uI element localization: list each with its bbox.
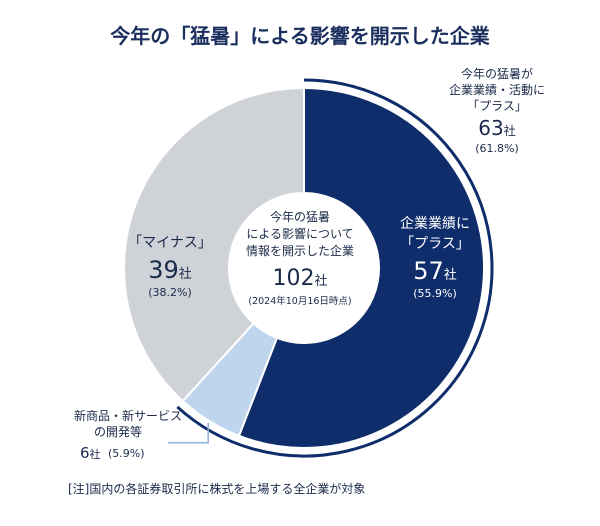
plus-label-line1: 企業業績に [400, 215, 470, 232]
center-count: 102社 [272, 266, 327, 291]
slice-plus [237, 86, 485, 449]
new-products-leader-line [168, 422, 209, 444]
footnote: [注]国内の各証券取引所に株式を上場する全企業が対象 [68, 482, 366, 496]
new-value: 6社 [80, 444, 101, 462]
chart-title: 今年の「猛暑」による影響を開示した企業 [110, 24, 490, 48]
plus-total-arc [176, 78, 494, 458]
slice-minus [123, 86, 305, 403]
center-text-line1: 今年の猛暑 [270, 209, 330, 224]
new-value-unit: 社 [90, 447, 101, 461]
callout-line1: 今年の猛暑が [461, 66, 533, 81]
callout-value: 63社 [478, 116, 515, 140]
center-text-line2: による影響について [246, 226, 353, 241]
center-count-unit: 社 [314, 273, 327, 289]
new-percent: (5.9%) [108, 447, 145, 460]
plus-value-unit: 社 [444, 267, 457, 283]
callout-line2: 企業業績・活動に [449, 82, 545, 97]
callout-value-number: 63 [478, 116, 503, 140]
new-label-line2: の開発等 [94, 425, 142, 439]
new-label-line1: 新商品・新サービス [74, 408, 182, 423]
donut-slices [123, 86, 485, 449]
minus-label: 「マイナス」 [128, 235, 212, 251]
center-date: (2024年10月16日時点) [248, 295, 351, 307]
minus-value-number: 39 [148, 256, 179, 284]
callout-percent: (61.8%) [475, 142, 519, 155]
callout-value-unit: 社 [504, 123, 516, 138]
plus-percent: (55.9%) [413, 287, 457, 300]
plus-label-line2: 「プラス」 [400, 236, 470, 252]
center-count-number: 102 [272, 266, 314, 291]
plus-value: 57社 [413, 257, 457, 285]
callout-line3: 「プラス」 [467, 99, 527, 113]
plus-value-number: 57 [413, 257, 444, 285]
minus-percent: (38.2%) [148, 286, 192, 299]
center-text-line3: 情報を開示した企業 [246, 243, 354, 258]
minus-value-unit: 社 [179, 266, 192, 282]
new-value-number: 6 [80, 444, 90, 462]
minus-value: 39社 [148, 256, 192, 284]
